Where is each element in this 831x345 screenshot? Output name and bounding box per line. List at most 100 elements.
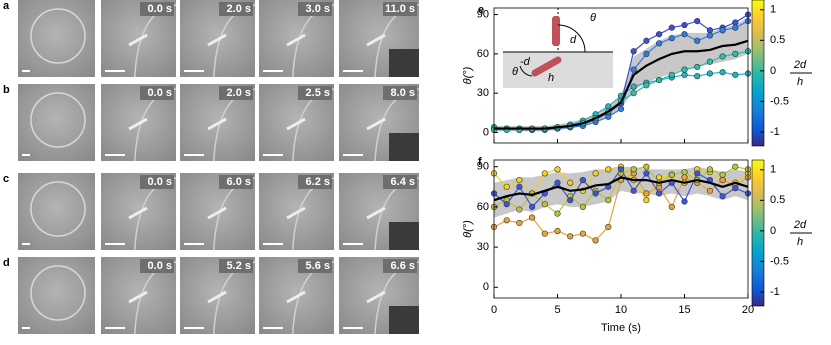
data-point <box>528 214 536 221</box>
data-point <box>655 174 663 181</box>
data-point <box>516 183 523 190</box>
data-point <box>732 19 739 26</box>
data-point <box>719 69 726 76</box>
colorbar-tick-label: -1 <box>770 126 780 138</box>
data-point <box>605 223 612 231</box>
data-point <box>630 83 637 90</box>
time-label: 8.0 s <box>391 87 415 99</box>
inset-image <box>389 49 419 77</box>
data-point <box>655 31 663 38</box>
colorbar-tick-label: -1 <box>770 286 780 298</box>
time-box <box>383 2 417 16</box>
data-point <box>694 63 701 71</box>
data-point <box>605 166 612 173</box>
inset-label: d <box>570 34 577 46</box>
rod <box>286 33 306 47</box>
micrograph <box>18 173 95 250</box>
time-label: 2.5 s <box>306 87 330 99</box>
data-point <box>605 103 612 110</box>
data-point <box>554 227 561 235</box>
time-label: 5.6 s <box>306 260 330 272</box>
colorbar-tick-label: -0.5 <box>770 255 789 267</box>
time-label: 2.0 s <box>227 87 251 99</box>
data-point <box>643 50 650 57</box>
data-point <box>655 190 663 197</box>
data-point <box>630 187 637 194</box>
micrograph <box>18 0 95 77</box>
time-box <box>298 2 332 16</box>
data-point <box>567 197 574 204</box>
rod <box>128 290 148 304</box>
data-point <box>719 176 726 184</box>
data-point <box>681 71 688 78</box>
data-point <box>694 73 701 80</box>
rod <box>366 33 386 47</box>
data-point <box>528 203 536 210</box>
data-point <box>567 233 574 240</box>
data-point <box>643 82 650 89</box>
colorbar-tick-label: 0 <box>770 225 776 237</box>
panel-letter: c <box>3 173 9 185</box>
vesicle <box>30 181 86 237</box>
mean-line <box>493 176 749 202</box>
time-box <box>140 2 174 16</box>
x-tick-label: 15 <box>678 304 690 316</box>
time-box <box>298 259 332 273</box>
panel-letter: b <box>3 84 10 96</box>
y-tick-label: 60 <box>477 48 489 60</box>
data-point <box>706 27 714 34</box>
colorbar-label-numerator: 2d <box>793 219 807 231</box>
data-point <box>719 171 726 178</box>
inset-image <box>389 222 419 250</box>
x-tick-label: 10 <box>615 304 627 316</box>
micrograph <box>18 84 95 161</box>
data-point <box>617 105 625 113</box>
data-point <box>668 71 675 78</box>
y-tick-label: 60 <box>477 201 489 213</box>
time-label: 0.0 s <box>148 176 172 188</box>
data-point <box>681 66 688 73</box>
data-point <box>681 174 688 181</box>
time-label: 6.0 s <box>227 176 251 188</box>
time-box <box>298 86 332 100</box>
data-point <box>605 197 612 204</box>
colorbar-tick-label: 1 <box>770 164 776 176</box>
x-tick-label: 0 <box>491 304 497 316</box>
data-point <box>706 187 714 194</box>
time-label: 6.6 s <box>391 260 415 272</box>
y-tick-label: 0 <box>483 281 489 293</box>
y-tick-label: 0 <box>483 126 489 138</box>
data-point <box>706 32 714 39</box>
panel-letter: f <box>478 156 482 168</box>
data-point <box>668 203 675 210</box>
time-box <box>140 86 174 100</box>
angle-arc-lower <box>519 65 533 77</box>
panel-letter: a <box>3 0 10 12</box>
data-point <box>732 24 739 31</box>
rod <box>366 290 386 304</box>
data-point <box>668 171 675 178</box>
y-tick-label: 30 <box>477 87 489 99</box>
data-point <box>503 183 510 190</box>
mean-line <box>494 39 749 130</box>
colorbar-tick-label: 0.5 <box>770 34 785 46</box>
data-point <box>719 53 726 60</box>
time-box <box>383 259 417 273</box>
time-box <box>219 86 253 100</box>
data-point <box>516 219 523 227</box>
data-point <box>668 24 675 31</box>
rod <box>128 33 148 47</box>
vesicle <box>30 92 86 148</box>
data-point <box>732 71 739 78</box>
data-point <box>732 163 739 170</box>
rod <box>366 117 386 131</box>
time-label: 6.2 s <box>306 176 330 188</box>
data-point <box>681 198 688 205</box>
data-point <box>732 50 739 57</box>
inset-image <box>389 133 419 161</box>
data-point <box>592 170 599 177</box>
data-point <box>605 113 612 120</box>
rod <box>207 206 227 220</box>
vesicle <box>30 265 86 321</box>
